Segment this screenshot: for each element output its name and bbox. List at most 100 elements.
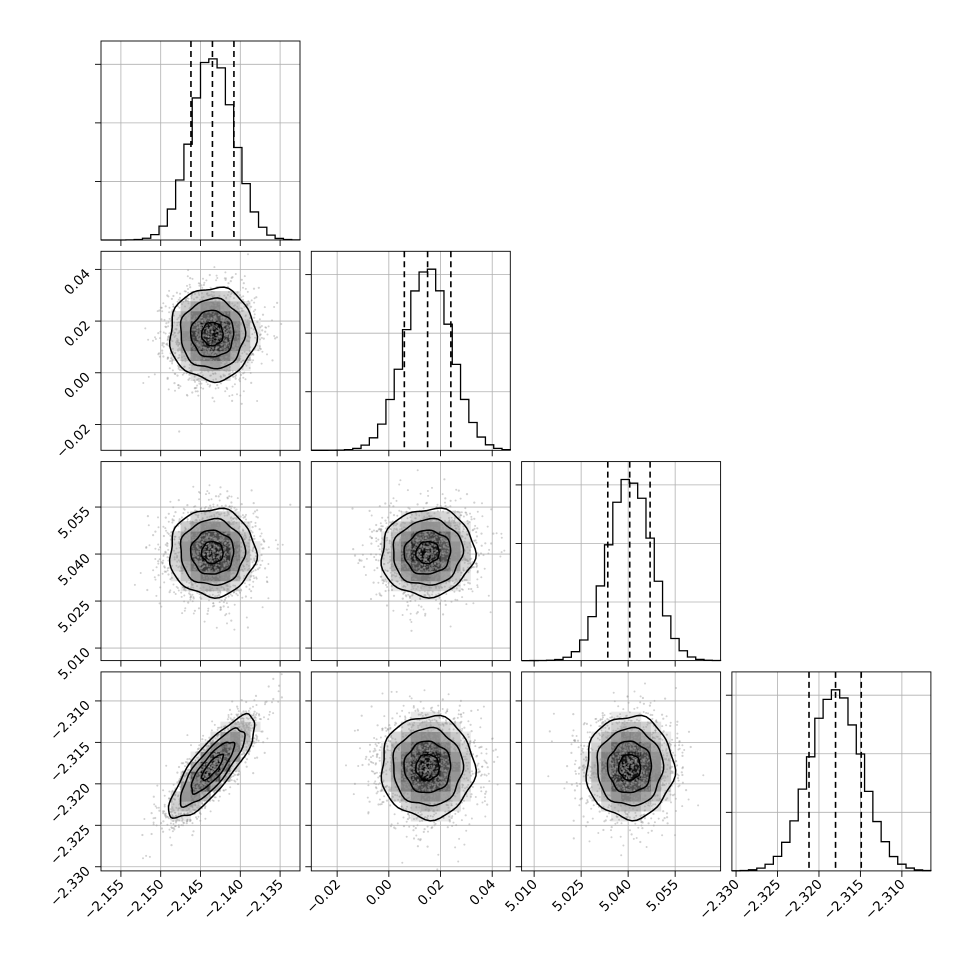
scatter-point [189,369,192,372]
scatter-point [239,591,241,594]
scatter-point [206,307,209,310]
scatter-point [435,576,438,579]
scatter-point [210,307,213,310]
scatter-point [441,493,444,496]
scatter-point [200,324,203,327]
scatter-point [188,349,191,352]
scatter-point [194,574,197,577]
scatter-point [437,524,440,527]
scatter-point [402,521,405,524]
scatter-point [225,342,228,345]
scatter-point [421,563,423,566]
scatter-point [391,588,394,592]
scatter-point [200,326,203,328]
scatter-point [208,569,211,572]
scatter-point [228,319,231,322]
density-cell [190,320,201,332]
scatter-point [198,519,201,522]
scatter-point [252,512,255,515]
scatter-point [206,360,209,363]
scatter-point [235,319,237,322]
scatter-point [385,604,389,607]
scatter-point [213,266,216,269]
scatter-point [230,619,233,622]
scatter-point [228,301,231,304]
scatter-point [447,511,450,514]
scatter-point [403,535,406,538]
scatter-point [427,494,430,497]
scatter-point [215,360,218,363]
scatter-point [210,331,213,333]
scatter-point [216,365,218,368]
scatter-point [440,576,443,579]
scatter-point [174,373,177,375]
scatter-point [405,595,408,598]
scatter-point [223,542,226,545]
scatter-point [212,359,215,362]
y-tick-label: 0.04 [61,266,94,299]
scatter-point [166,377,169,380]
scatter-point [211,593,214,596]
scatter-point [247,253,249,256]
scatter-point [232,584,235,587]
scatter-point [192,612,195,615]
scatter-point [399,570,402,572]
scatter-point [164,551,167,554]
scatter-point [167,356,170,359]
scatter-point [215,274,218,277]
scatter-point [232,353,235,356]
scatter-point [240,309,243,312]
scatter-point [461,580,464,582]
scatter-point [173,331,176,334]
scatter-point [381,537,384,540]
scatter-point [233,313,236,316]
scatter-point [261,606,264,609]
scatter-point [183,609,186,612]
scatter-point [403,532,406,534]
scatter-point [424,537,427,540]
scatter-point [446,566,449,569]
scatter-point [228,505,231,508]
scatter-point [376,530,379,533]
scatter-point [219,364,222,367]
scatter-point [246,353,249,356]
scatter-point [222,601,225,604]
scatter-point [392,594,396,597]
scatter-point [216,364,219,367]
scatter-point [240,361,243,364]
scatter-point [202,346,205,349]
scatter-point [476,571,479,574]
scatter-point [213,520,216,523]
scatter-point [260,532,263,535]
scatter-point [189,306,192,309]
scatter-point [214,315,217,318]
scatter-point [184,339,187,342]
scatter-point [445,553,447,556]
scatter-point [218,331,220,334]
scatter-point [215,334,218,337]
scatter-point [241,310,244,313]
scatter-point [252,547,255,550]
scatter-point [225,577,228,580]
density-cell [240,350,251,362]
scatter-point [394,548,397,550]
scatter-point [210,498,213,501]
scatter-point [217,495,220,498]
scatter-point [221,307,224,310]
scatter-point [450,559,453,562]
scatter-point [228,532,231,535]
scatter-point [181,331,184,334]
scatter-point [253,577,256,580]
scatter-point [186,555,189,558]
scatter-point [187,302,190,305]
scatter-point [206,328,209,331]
scatter-point [210,361,213,364]
scatter-point [192,551,195,554]
scatter-point [234,509,237,512]
scatter-point [173,552,176,555]
scatter-point [377,538,380,541]
scatter-point [203,346,206,349]
scatter-point [423,515,426,518]
scatter-point [407,604,410,607]
scatter-point [448,521,451,524]
